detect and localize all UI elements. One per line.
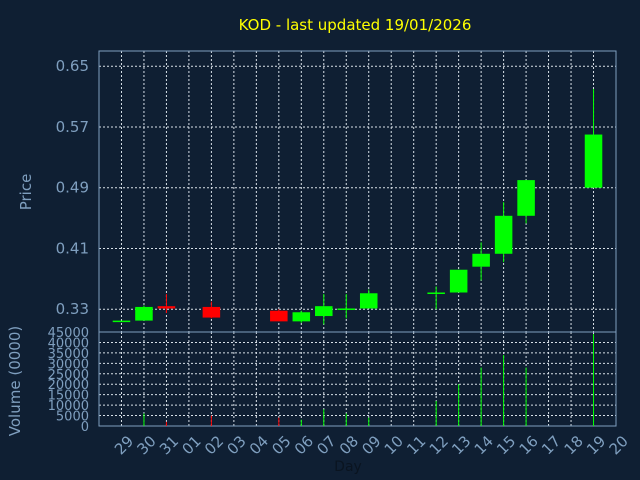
candle-body	[494, 215, 513, 254]
candle-body	[337, 308, 356, 310]
candle-body	[112, 320, 131, 323]
volume-tick-label: 40000	[48, 336, 89, 351]
price-tick-label: 0.65	[56, 57, 89, 75]
candlestick-series	[112, 88, 603, 325]
volume-tick-label: 35000	[48, 347, 89, 362]
volume-tick-label: 30000	[48, 357, 89, 372]
price-axis-label: Price	[17, 174, 35, 211]
volume-tick-label: 45000	[48, 326, 89, 341]
volume-tick-label: 5000	[56, 410, 89, 425]
candle-body	[135, 306, 153, 321]
candle-body	[584, 134, 603, 188]
price-tick-label: 0.57	[56, 118, 89, 136]
candle-body	[270, 310, 288, 322]
x-axis: 2930310102030405060708091011121314151617…	[111, 432, 632, 458]
candle-body	[472, 253, 490, 267]
volume-tick-label: 15000	[48, 389, 89, 404]
volume-axis-label: Volume (0000)	[6, 326, 24, 436]
price-y-axis: 0.33 0.41 0.49 0.57 0.65	[56, 57, 89, 318]
volume-panel-frame	[98, 331, 617, 427]
volume-series	[143, 334, 595, 426]
candle-body	[359, 293, 378, 309]
candle-body	[427, 292, 445, 295]
x-axis-label: Day	[334, 459, 362, 475]
candle-body	[157, 306, 176, 309]
volume-y-axis: 0500010000150002000025000300003500040000…	[48, 326, 89, 435]
candle-body	[315, 306, 333, 317]
volume-tick-label: 10000	[48, 399, 89, 414]
volume-tick-label: 0	[81, 420, 89, 435]
price-tick-label: 0.41	[56, 239, 89, 257]
candle-body	[449, 269, 468, 293]
volume-tick-label: 25000	[48, 368, 89, 383]
price-tick-label: 0.49	[56, 179, 89, 197]
candle-body	[292, 312, 311, 322]
volume-tick-label: 20000	[48, 378, 89, 393]
chart-title: KOD - last updated 19/01/2026	[239, 16, 472, 34]
candle-body	[202, 306, 221, 318]
price-tick-label: 0.33	[56, 300, 89, 318]
candle-body	[517, 180, 535, 216]
